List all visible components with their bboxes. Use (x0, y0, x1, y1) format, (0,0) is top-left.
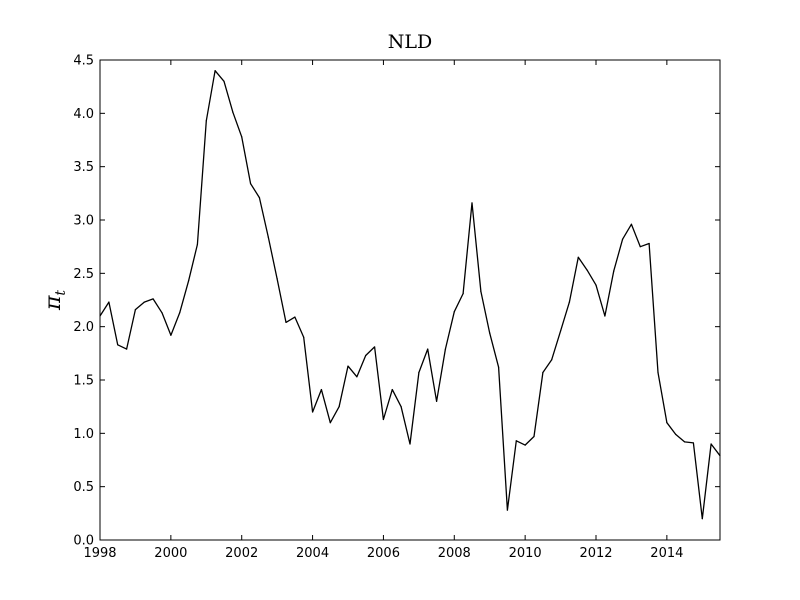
data-point (108, 301, 110, 303)
data-point (267, 236, 269, 238)
data-point (542, 371, 544, 374)
data-point (134, 309, 137, 311)
y-tick-label: 1.5 (73, 374, 94, 389)
data-point (515, 440, 517, 442)
y-axis-label: πt (41, 290, 69, 311)
data-point (657, 371, 659, 374)
x-tick-label: 2010 (509, 546, 542, 561)
x-tick-label: 2014 (650, 546, 683, 561)
y-tick-label: 3.0 (73, 214, 94, 229)
y-tick-label: 2.0 (73, 320, 94, 335)
data-point (444, 348, 447, 350)
data-point (435, 400, 438, 402)
plot-frame (99, 59, 721, 541)
data-point (338, 406, 340, 408)
data-point (143, 301, 145, 303)
data-point (125, 348, 128, 350)
data-point (427, 348, 429, 350)
data-point (497, 366, 500, 368)
y-tick-label: 3.5 (73, 160, 94, 175)
data-point (232, 111, 234, 113)
data-point (249, 183, 252, 185)
data-point (320, 389, 323, 391)
data-point (639, 246, 641, 248)
data-point (329, 422, 331, 424)
x-tick-label: 2008 (438, 546, 471, 561)
data-point (683, 441, 686, 443)
data-point (205, 120, 207, 122)
data-point (506, 509, 509, 511)
data-point (347, 365, 349, 367)
data-point (692, 442, 695, 444)
data-point (241, 136, 243, 138)
data-point (170, 334, 172, 336)
data-point (551, 359, 553, 361)
x-tick-label: 2000 (154, 546, 187, 561)
y-axis: 0.0 0.5 1.0 1.5 2.0 2.5 3.0 3.5 4.0 4.5 (73, 54, 720, 549)
data-point (365, 354, 367, 357)
y-tick-label: 4.5 (73, 54, 94, 69)
data-point (648, 242, 650, 245)
data-point (471, 202, 473, 204)
data-point (710, 443, 712, 445)
data-point (373, 346, 376, 348)
y-tick-label: 2.5 (73, 267, 94, 282)
data-point (214, 70, 216, 72)
data-point (294, 316, 296, 318)
data-point (382, 418, 385, 421)
x-tick-label: 1998 (83, 546, 116, 561)
data-point (311, 411, 314, 413)
data-point (117, 344, 119, 346)
x-axis: 1998 2000 2002 2004 2006 2008 2010 2012 2014 (83, 60, 683, 561)
data-point (196, 243, 199, 246)
data-point (285, 321, 287, 323)
data-point (187, 280, 190, 282)
data-points (99, 70, 721, 520)
x-tick-label: 2012 (579, 546, 612, 561)
data-point (418, 371, 420, 374)
data-point (391, 389, 393, 391)
y-tick-label: 4.0 (73, 107, 94, 122)
data-point (675, 433, 677, 435)
y-tick-label: 0.5 (73, 480, 94, 495)
data-point (613, 270, 615, 272)
y-tick-label: 1.0 (73, 427, 94, 442)
data-point (258, 197, 261, 199)
data-point (453, 311, 455, 313)
data-point (179, 312, 181, 314)
data-point (666, 422, 668, 424)
data-point (409, 443, 411, 445)
data-point (462, 293, 464, 295)
x-tick-label: 2006 (367, 546, 400, 561)
data-point (303, 336, 305, 338)
data-point (621, 238, 624, 240)
data-point (152, 298, 154, 300)
chart-title: NLD (388, 31, 432, 53)
data-point (559, 330, 562, 332)
data-point (595, 284, 597, 286)
data-point (586, 269, 588, 271)
data-point (701, 518, 703, 520)
data-point (276, 278, 278, 280)
data-point (223, 80, 225, 82)
data-point (400, 406, 402, 408)
data-point (161, 312, 163, 314)
data-point (524, 444, 526, 446)
x-tick-label: 2002 (225, 546, 258, 561)
data-point (577, 256, 579, 258)
data-point (604, 315, 606, 317)
data-point (630, 223, 633, 225)
series-line (99, 70, 721, 520)
data-point (356, 376, 358, 378)
data-point (480, 290, 482, 293)
data-point (489, 332, 491, 334)
data-point (533, 435, 535, 438)
x-tick-label: 2004 (296, 546, 329, 561)
data-point (568, 301, 571, 303)
y-tick-label: 0.0 (73, 534, 94, 549)
